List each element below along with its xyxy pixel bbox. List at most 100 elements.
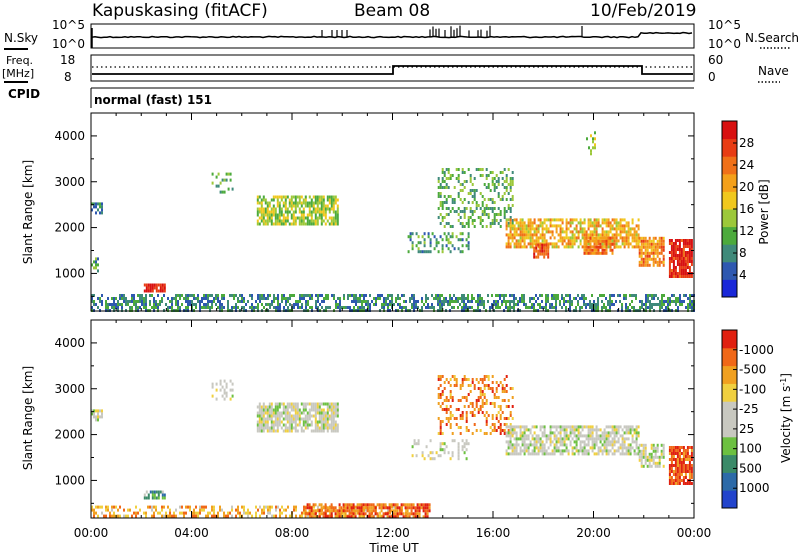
echo-cell [447, 213, 450, 216]
echo-cell [260, 429, 263, 433]
echo-cell [279, 306, 281, 309]
echo-cell [189, 303, 191, 306]
echo-cell [370, 509, 373, 513]
echo-cell [501, 177, 504, 180]
echo-cell [682, 458, 685, 461]
echo-cell [485, 432, 488, 435]
echo-cell [587, 242, 590, 246]
echo-cell [260, 204, 263, 208]
echo-cell [563, 428, 566, 432]
echo-cell [527, 236, 530, 240]
echo-cell [394, 503, 397, 507]
echo-cell [300, 429, 303, 433]
colorbar-band [722, 436, 737, 456]
echo-cell [529, 218, 532, 222]
echo-cell [447, 222, 450, 225]
echo-cell [310, 210, 313, 214]
echo-cell [205, 514, 207, 518]
echo-cell [423, 241, 426, 245]
echo-cell [525, 245, 528, 249]
echo-cell [678, 251, 681, 254]
echo-cell [569, 294, 571, 297]
echo-cell [555, 242, 558, 246]
echo-cell [314, 417, 317, 421]
echo-cell [531, 303, 533, 306]
echo-cell [583, 443, 586, 447]
echo-cell [684, 272, 687, 275]
echo-cell [509, 216, 512, 219]
echo-cell [583, 233, 586, 237]
echo-cell [585, 251, 588, 255]
echo-cell [107, 508, 109, 512]
echo-cell [509, 443, 512, 447]
echo-cell [447, 247, 450, 251]
echo-cell [491, 414, 494, 417]
echo-cell [495, 306, 497, 309]
echo-cell [674, 470, 677, 473]
echo-cell [601, 242, 604, 246]
echo-cell [489, 426, 492, 429]
echo-cell [487, 300, 489, 303]
echo-cell [672, 260, 675, 263]
echo-cell [379, 514, 381, 518]
echo-cell [443, 303, 445, 306]
echo-cell [350, 515, 353, 519]
echo-cell [326, 408, 329, 412]
echo-cell [294, 210, 297, 214]
echo-cell [133, 294, 135, 297]
echo-cell [414, 512, 417, 516]
colorbar-band [722, 209, 737, 228]
echo-cell [607, 452, 610, 456]
echo-cell [402, 512, 405, 516]
echo-cell [288, 198, 291, 202]
echo-cell [319, 294, 321, 297]
echo-cell [299, 300, 301, 303]
echo-cell [105, 508, 107, 512]
echo-cell [155, 300, 157, 303]
echo-cell [329, 511, 331, 515]
echo-cell [519, 437, 522, 441]
echo-cell [445, 213, 448, 216]
echo-cell [143, 496, 146, 500]
echo-cell [361, 294, 363, 297]
echo-cell [91, 412, 93, 416]
echo-cell [209, 306, 211, 309]
echo-cell [350, 506, 353, 510]
echo-cell [453, 201, 456, 204]
echo-cell [161, 283, 164, 287]
echo-cell [640, 257, 643, 261]
echo-cell [320, 216, 323, 220]
echo-cell [535, 255, 538, 259]
echo-cell [611, 437, 614, 441]
echo-cell [262, 429, 265, 433]
echo-cell [414, 515, 417, 519]
echo-cell [332, 207, 335, 211]
echo-cell [443, 381, 446, 384]
echo-cell [565, 218, 568, 222]
echo-cell [623, 294, 625, 297]
echo-cell [360, 503, 363, 507]
echo-cell [320, 420, 323, 424]
echo-cell [555, 303, 557, 306]
echo-cell [380, 503, 383, 507]
echo-cell [551, 242, 554, 246]
echo-cell [595, 218, 598, 222]
echo-cell [213, 514, 215, 518]
echo-cell [521, 443, 524, 447]
echo-cell [631, 437, 634, 441]
echo-cell [113, 303, 115, 306]
echo-cell [284, 222, 287, 226]
echo-cell [686, 479, 689, 482]
echo-cell [131, 306, 133, 309]
echo-cell [646, 260, 649, 264]
echo-cell [515, 233, 518, 237]
echo-cell [95, 415, 97, 419]
echo-cell [309, 306, 311, 309]
echo-cell [617, 437, 620, 441]
echo-cell [278, 414, 281, 418]
echo-cell [257, 303, 259, 306]
echo-cell [541, 224, 544, 228]
echo-cell [278, 420, 281, 424]
echo-cell [451, 244, 454, 248]
echo-cell [535, 233, 538, 237]
